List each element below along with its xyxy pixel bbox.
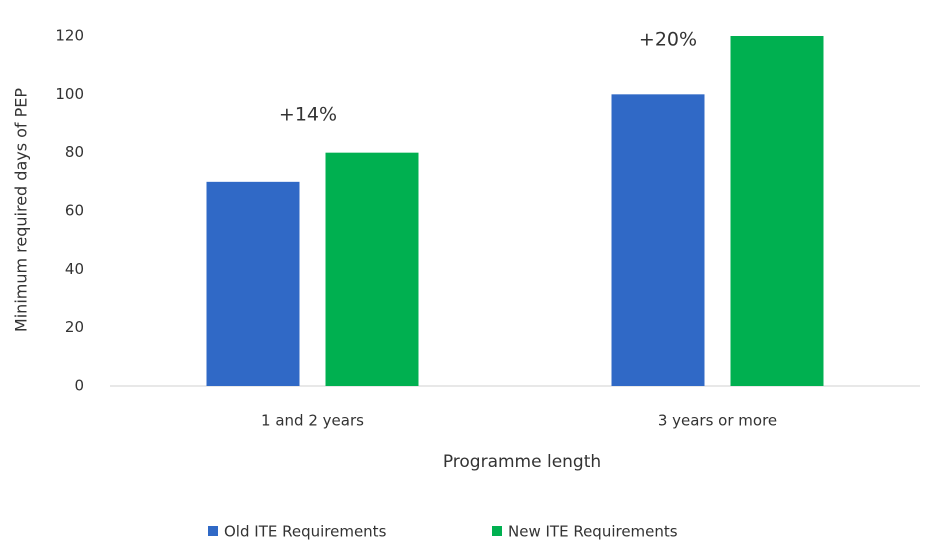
legend-label: Old ITE Requirements: [224, 523, 387, 541]
y-tick-label: 80: [65, 143, 84, 161]
y-tick-label: 20: [65, 318, 84, 336]
x-tick-label: 1 and 2 years: [261, 412, 364, 430]
y-tick-label: 100: [55, 85, 84, 103]
y-axis-label: Minimum required days of PEP: [12, 88, 31, 332]
y-tick-label: 40: [65, 260, 84, 278]
annotation: +20%: [639, 29, 697, 51]
y-tick-label: 0: [74, 377, 84, 395]
x-tick-label: 3 years or more: [658, 412, 777, 430]
x-axis-label: Programme length: [443, 452, 601, 472]
legend-swatch: [492, 526, 502, 536]
bar: [611, 94, 705, 386]
y-tick-label: 60: [65, 202, 84, 220]
annotation: +14%: [279, 104, 337, 126]
y-tick-label: 120: [55, 27, 84, 45]
bar: [206, 181, 300, 386]
legend-swatch: [208, 526, 218, 536]
bar: [325, 152, 419, 386]
bar: [730, 36, 824, 386]
legend-label: New ITE Requirements: [508, 523, 678, 541]
